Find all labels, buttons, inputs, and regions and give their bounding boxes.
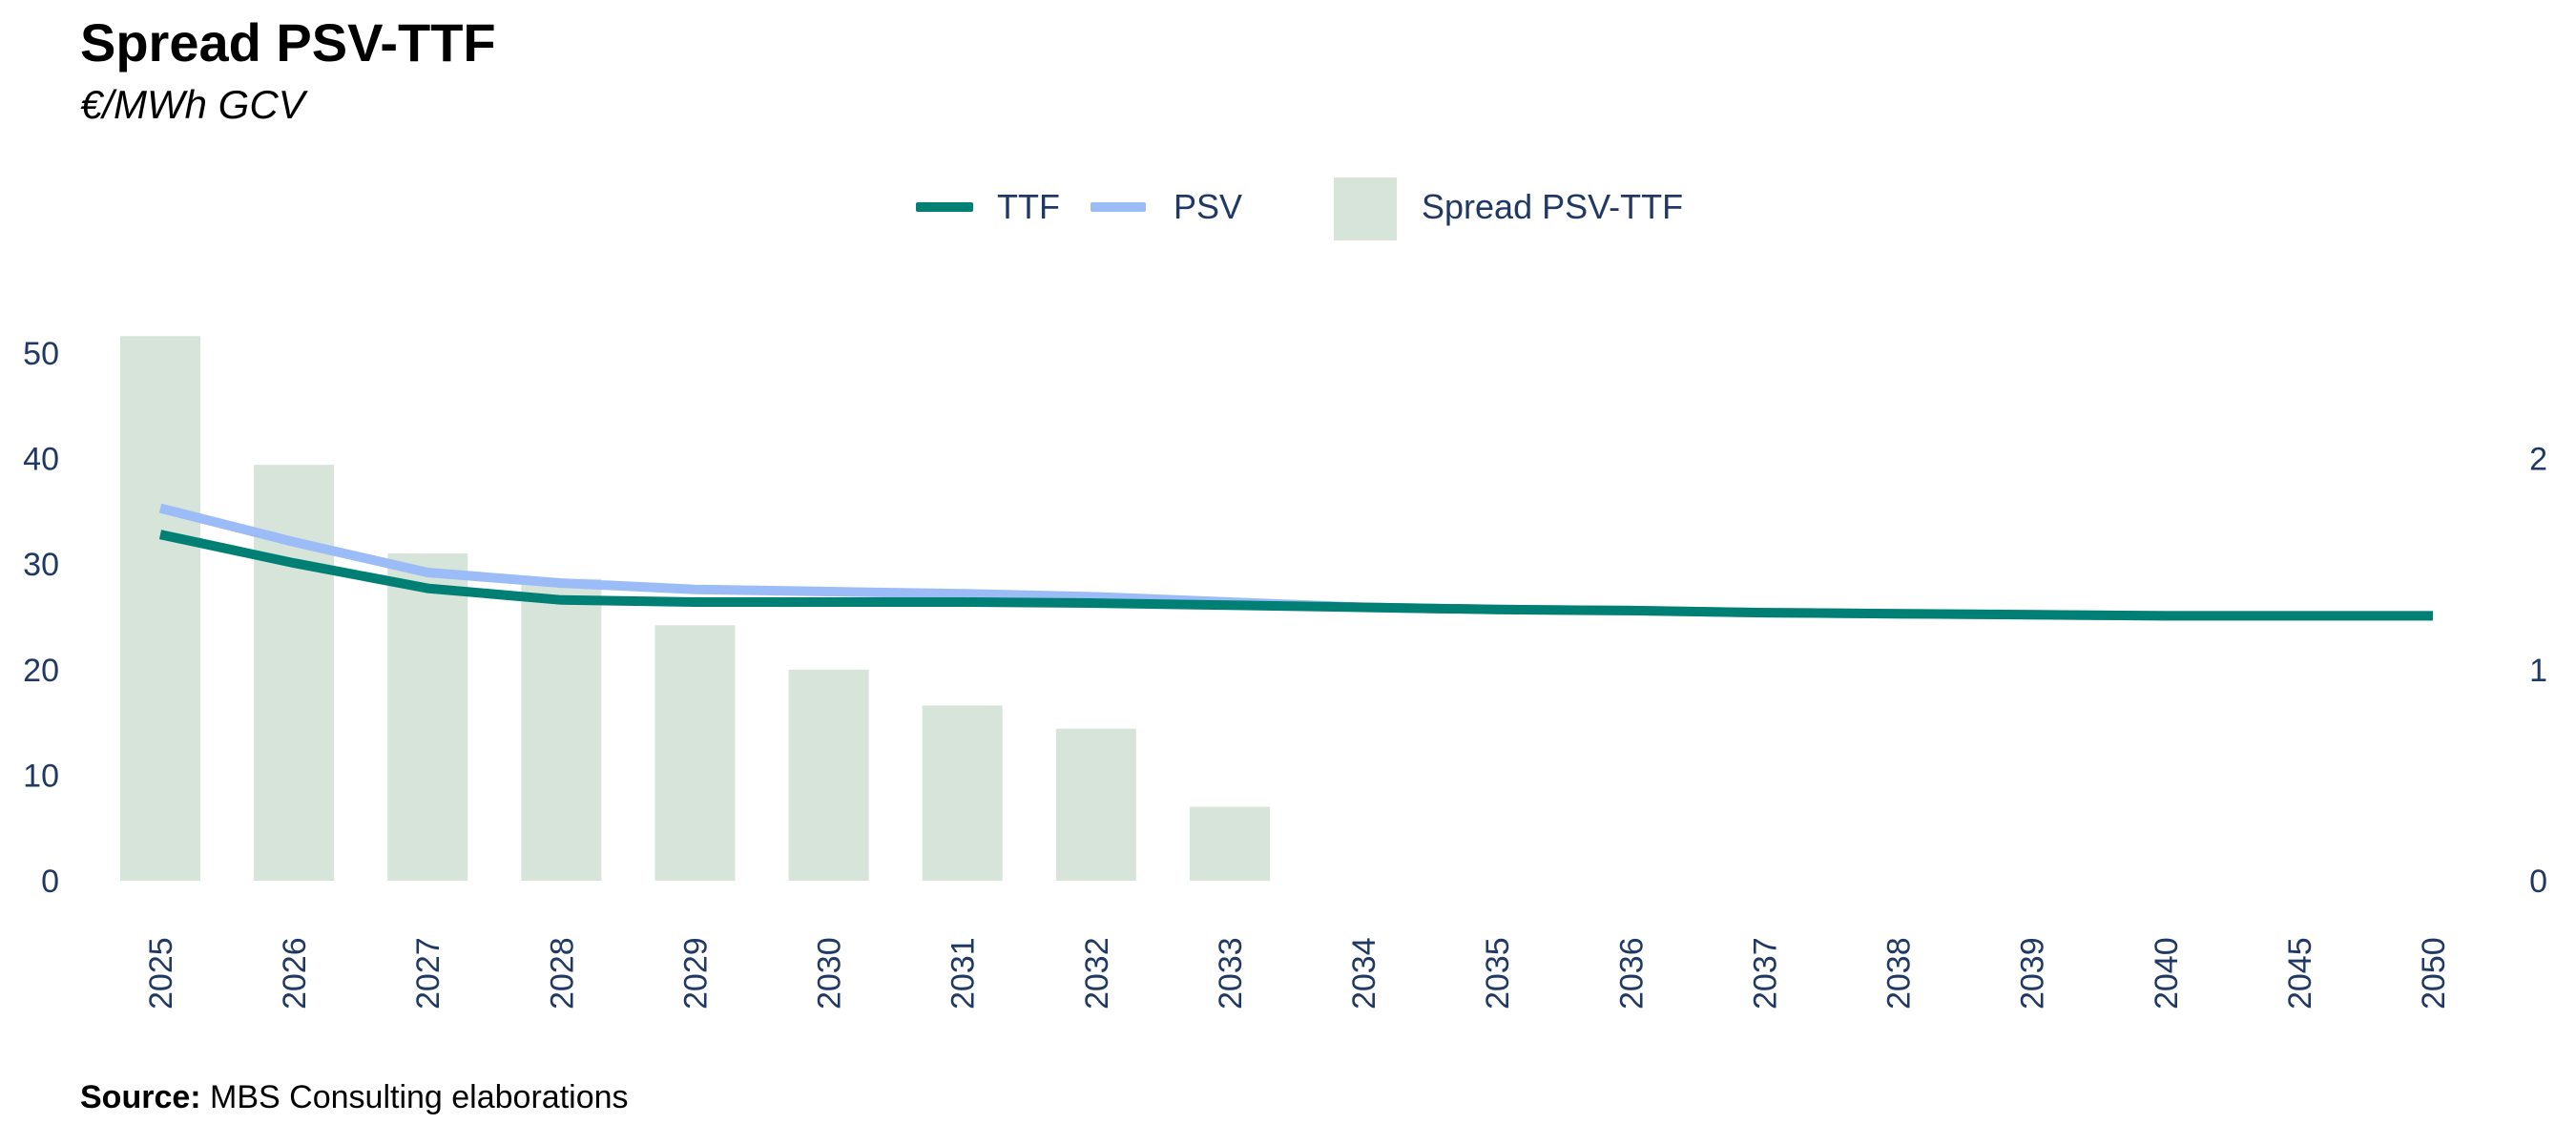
spread-bar-2025 — [120, 336, 200, 882]
legend-ttf-label: TTF — [997, 187, 1060, 226]
chart-title: Spread PSV-TTF — [80, 12, 496, 73]
x-tick-2050: 2050 — [2416, 937, 2452, 1010]
x-tick-2032: 2032 — [1079, 937, 1115, 1010]
y-left-tick-0: 0 — [41, 864, 59, 900]
legend-psv-label: PSV — [1174, 187, 1243, 226]
spread-bar-2031 — [922, 705, 1003, 881]
x-tick-2036: 2036 — [1613, 937, 1650, 1010]
x-tick-2025: 2025 — [143, 937, 179, 1010]
x-tick-2040: 2040 — [2149, 937, 2185, 1010]
y-left-tick-20: 20 — [23, 653, 59, 689]
legend: TTF PSV Spread PSV-TTF — [0, 176, 2576, 242]
series-line-ttf — [158, 530, 2433, 621]
legend-spread-swatch — [1334, 177, 1397, 240]
x-tick-2029: 2029 — [677, 937, 714, 1010]
y-left-tick-40: 40 — [23, 442, 59, 478]
x-tick-2038: 2038 — [1881, 937, 1918, 1010]
x-tick-2028: 2028 — [544, 937, 580, 1010]
x-tick-2027: 2027 — [410, 937, 447, 1010]
x-tick-2026: 2026 — [277, 937, 313, 1010]
x-tick-2045: 2045 — [2282, 937, 2318, 1010]
x-tick-2039: 2039 — [2015, 937, 2051, 1010]
source-label: Source: — [80, 1079, 201, 1115]
spread-bar-2027 — [387, 553, 468, 881]
spread-bar-2026 — [254, 465, 335, 881]
spread-bar-2029 — [654, 625, 736, 881]
spread-bar-2032 — [1055, 728, 1136, 881]
x-tick-2033: 2033 — [1213, 937, 1249, 1010]
legend-psv-swatch — [1091, 202, 1146, 212]
y-left-tick-30: 30 — [23, 547, 59, 583]
spread-bar-2033 — [1189, 806, 1270, 881]
x-tick-2030: 2030 — [812, 937, 848, 1010]
spread-bar-2028 — [521, 578, 602, 881]
x-tick-2037: 2037 — [1747, 937, 1783, 1010]
legend-ttf-swatch — [916, 202, 973, 212]
y-right-tick-0: 0 — [2529, 864, 2547, 900]
x-tick-2035: 2035 — [1480, 937, 1516, 1010]
y-right-tick-2: 2 — [2529, 442, 2547, 478]
spread-bar-2030 — [788, 669, 869, 881]
y-right-tick-1: 1 — [2529, 653, 2547, 689]
series-line-psv — [158, 503, 2433, 621]
source-note: Source: MBS Consulting elaborations — [80, 1079, 629, 1116]
source-text: MBS Consulting elaborations — [210, 1079, 629, 1115]
legend-spread-label: Spread PSV-TTF — [1422, 187, 1684, 226]
y-left-tick-50: 50 — [23, 336, 59, 372]
x-tick-2031: 2031 — [945, 937, 982, 1010]
x-tick-2034: 2034 — [1346, 937, 1382, 1010]
chart-subtitle: €/MWh GCV — [80, 82, 305, 127]
y-left-tick-10: 10 — [23, 758, 59, 794]
